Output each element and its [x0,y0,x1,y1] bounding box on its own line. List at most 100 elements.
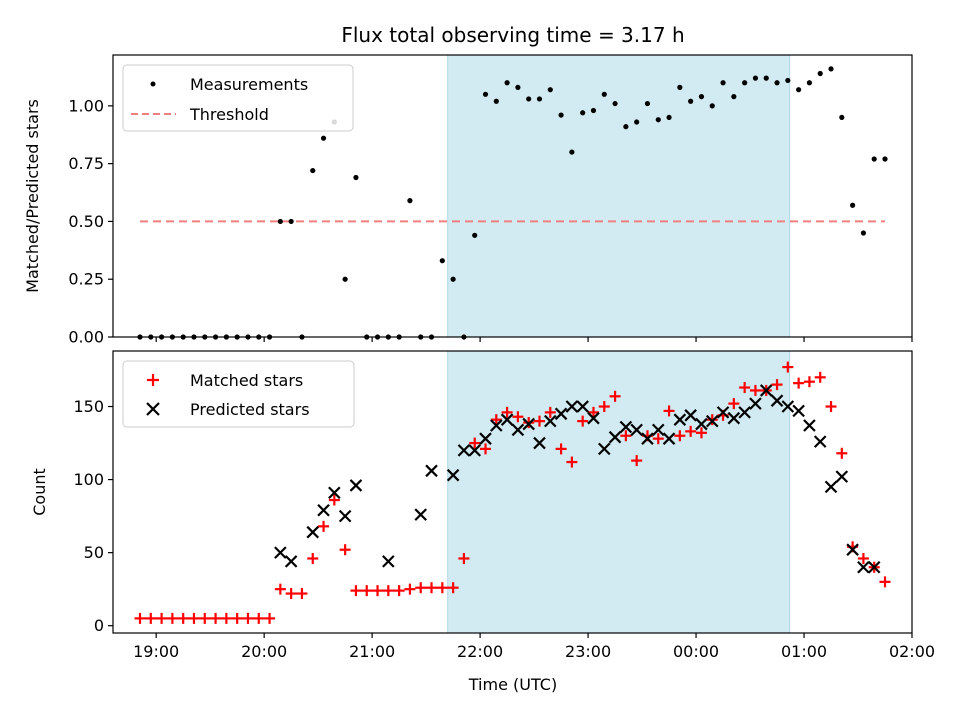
predicted-star-point [414,508,428,521]
top-legend-box [122,64,354,132]
matched-star-point [199,612,211,624]
measurement-point [526,96,532,102]
legend-threshold-label: Threshold [189,105,269,124]
matched-star-point [426,582,438,594]
predicted-star-point [684,409,697,422]
measurement-point [752,75,759,81]
bottom-y-ticks: 0 50 100 150 [73,397,113,635]
measurement-point [806,80,813,86]
legend-measurements-marker [150,81,156,87]
predicted-star-point [597,442,611,456]
predicted-star-point [349,479,363,492]
predicted-star-point [576,400,589,413]
predicted-star-point [522,417,535,431]
predicted-star-point [857,560,870,574]
legend-matched-label: Matched stars [190,371,303,390]
matched-star-point [166,612,178,624]
x-tick-label: 01:00 [781,642,827,661]
top-y-tick-label: 0.25 [68,270,104,289]
bottom-y-tick-label: 100 [73,470,104,489]
x-axis-label: Time (UTC) [468,675,557,694]
matched-star-point [328,494,340,506]
predicted-star-point [716,406,730,419]
matched-star-point [458,552,470,564]
x-tick-label: 21:00 [349,642,395,661]
matched-star-point [857,552,869,564]
matched-star-point [533,415,545,427]
chart-title: Flux total observing time = 3.17 h [341,23,684,47]
measurement-point [688,98,694,104]
matched-star-point [134,612,146,624]
predicted-star-point [306,525,320,539]
predicted-star-point [749,397,762,410]
matched-star-point [382,585,394,597]
predicted-star-point [705,414,719,428]
measurement-point [698,94,705,100]
predicted-star-point [813,435,827,448]
measurement-point [590,107,597,114]
matched-star-point [836,447,848,459]
measurement-point [634,119,640,125]
predicted-star-point [533,436,546,450]
measurement-point [450,276,456,282]
measurement-point [439,258,445,264]
predicted-stars-points [274,384,881,574]
measurement-point [536,96,543,102]
measurement-point [569,149,575,155]
measurement-point [871,156,877,162]
matched-star-point [156,612,168,624]
predicted-star-point [770,394,784,407]
predicted-star-point [328,486,341,500]
matched-star-point [253,612,265,624]
matched-star-point [447,582,459,594]
matched-star-point [739,382,751,394]
matched-star-point [274,583,286,595]
predicted-star-point [727,411,741,425]
matched-star-point [749,384,761,396]
top-y-tick-label: 0.00 [68,328,104,347]
measurement-point [774,80,780,86]
measurement-point [860,230,867,236]
x-tick-label: 19:00 [133,642,179,661]
bottom-y-tick-label: 0 [94,616,104,635]
matched-star-point [782,361,794,373]
predicted-star-point [695,417,708,431]
measurement-point [288,218,294,225]
predicted-star-point [867,560,881,574]
matched-star-point [242,612,254,624]
matched-star-point [825,401,837,413]
top-y-ticks: 0.00 0.25 0.50 0.75 1.00 [68,96,113,347]
measurement-point [763,75,769,81]
legend-measurements-label: Measurements [190,75,308,94]
predicted-star-point [759,384,773,397]
matched-star-point [501,406,513,418]
measurement-point [515,84,521,90]
predicted-star-point [338,509,352,523]
predicted-star-point [803,419,816,432]
measurement-point [493,98,499,104]
measurement-point [580,110,586,116]
measurement-point [342,276,348,282]
top-x-ticks [155,337,913,342]
measurement-point [644,100,651,107]
matched-star-point [555,443,567,455]
predicted-star-point [565,400,579,413]
matched-star-point [620,430,632,442]
top-y-axis-label: Matched/Predicted stars [23,99,42,293]
matched-stars-points [134,361,891,624]
measurement-point [277,218,283,225]
bottom-observing-window [447,350,791,634]
matched-star-point [415,582,427,594]
matched-star-point [803,376,815,388]
matched-star-point [469,437,481,449]
measurement-point [558,112,564,118]
x-tick-label: 20:00 [241,642,287,661]
predicted-star-point [479,432,492,445]
top-y-tick-label: 0.50 [68,212,104,231]
bottom-y-tick-label: 50 [84,543,104,562]
bottom-y-axis-label: Count [30,468,49,516]
matched-star-point [220,612,232,624]
measurement-point [623,124,629,130]
matched-star-point [480,443,492,455]
